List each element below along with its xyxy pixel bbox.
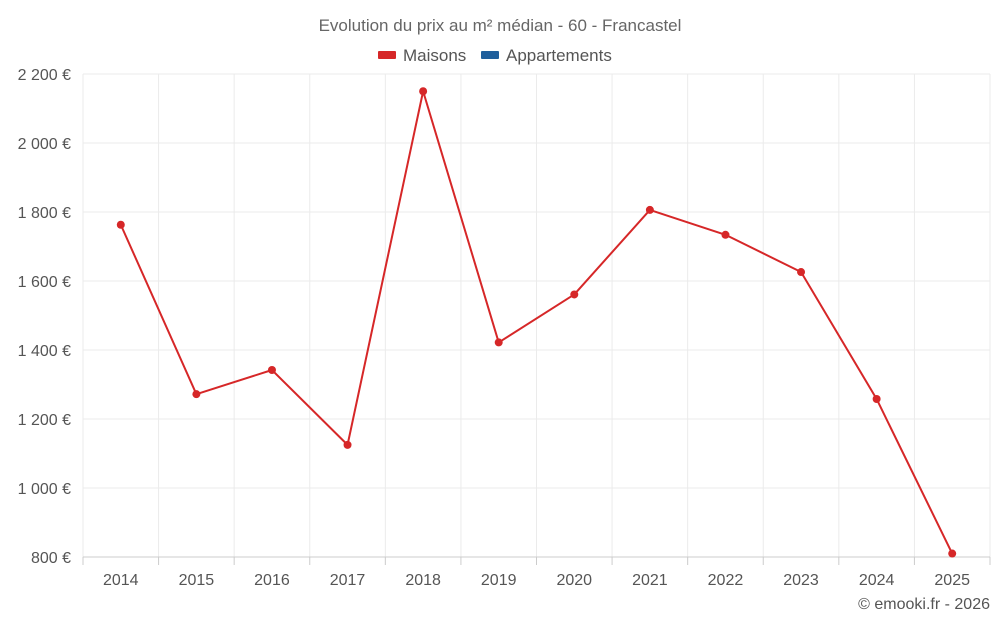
- x-tick-label: 2020: [556, 572, 592, 589]
- y-tick-label: 1 600 €: [18, 274, 71, 291]
- legend-swatch-appartements: [481, 51, 499, 59]
- x-tick-label: 2021: [632, 572, 668, 589]
- data-point-maisons-2014[interactable]: [116, 220, 125, 229]
- data-point-maisons-2021[interactable]: [645, 205, 654, 214]
- y-axis-ticks: 800 € 1 000 € 1 200 € 1 400 € 1 600 € 1 800 €…: [18, 67, 71, 567]
- x-tick-label: 2018: [405, 572, 441, 589]
- credit-text: © emooki.fr - 2026: [858, 596, 990, 613]
- series-layer: [116, 87, 957, 558]
- x-axis-ticks: 2014 2015 2016 2017 2018 2019 2020 2021 2022 2023…: [82, 557, 991, 589]
- x-tick-label: 2017: [330, 572, 366, 589]
- data-point-maisons-2024[interactable]: [872, 394, 881, 403]
- x-tick-label: 2019: [481, 572, 517, 589]
- legend: Maisons Appartements: [378, 46, 612, 65]
- series-line-maisons: [119, 90, 954, 554]
- x-tick-label: 2022: [708, 572, 744, 589]
- chart-title: Evolution du prix au m² médian - 60 - Fr…: [319, 16, 682, 35]
- data-point-maisons-2022[interactable]: [721, 230, 730, 239]
- x-tick-label: 2016: [254, 572, 290, 589]
- x-tick-label: 2014: [103, 572, 139, 589]
- legend-label-appartements: Appartements: [506, 46, 612, 65]
- data-point-maisons-2017[interactable]: [343, 440, 352, 449]
- x-tick-label: 2023: [783, 572, 819, 589]
- y-tick-label: 1 000 €: [18, 481, 71, 498]
- data-point-maisons-2025[interactable]: [948, 549, 957, 558]
- x-tick-label: 2025: [934, 572, 970, 589]
- y-tick-label: 2 200 €: [18, 67, 71, 84]
- legend-item-maisons[interactable]: Maisons: [378, 46, 466, 65]
- grid: [82, 73, 991, 557]
- legend-swatch-maisons: [378, 51, 396, 59]
- data-point-maisons-2018[interactable]: [419, 87, 428, 96]
- y-tick-label: 1 400 €: [18, 343, 71, 360]
- x-tick-label: 2015: [179, 572, 215, 589]
- y-tick-label: 1 800 €: [18, 205, 71, 222]
- data-point-maisons-2019[interactable]: [494, 338, 503, 347]
- data-point-maisons-2020[interactable]: [570, 290, 579, 299]
- legend-item-appartements[interactable]: Appartements: [481, 46, 612, 65]
- legend-label-maisons: Maisons: [403, 46, 466, 65]
- data-point-maisons-2023[interactable]: [797, 268, 806, 277]
- data-point-maisons-2015[interactable]: [192, 390, 201, 399]
- y-tick-label: 2 000 €: [18, 136, 71, 153]
- y-tick-label: 1 200 €: [18, 412, 71, 429]
- data-point-maisons-2016[interactable]: [267, 366, 276, 375]
- x-tick-label: 2024: [859, 572, 895, 589]
- y-tick-label: 800 €: [31, 550, 71, 567]
